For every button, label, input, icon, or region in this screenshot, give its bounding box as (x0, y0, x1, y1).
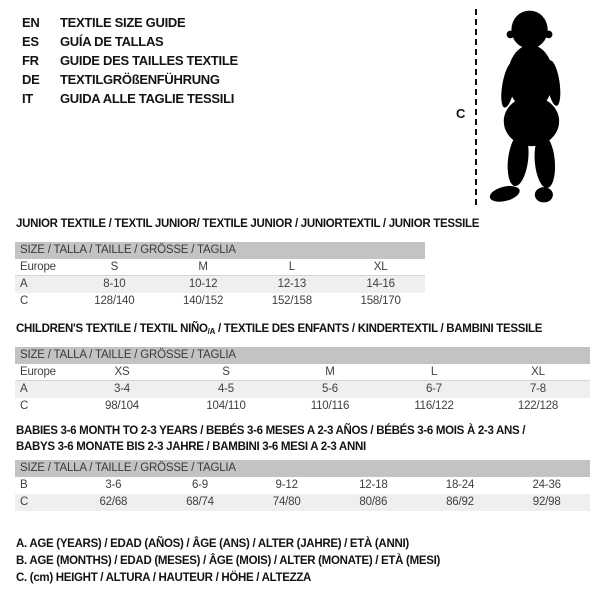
height-measure-label: C (456, 106, 466, 121)
language-code: IT (22, 91, 33, 106)
language-code: FR (22, 53, 39, 68)
age-cell: 5-6 (321, 383, 339, 395)
guide-title-it: GUIDA ALLE TAGLIE TESSILI (60, 91, 235, 106)
row-label: A (20, 383, 28, 395)
table-row: B 3-6 6-9 9-12 12-18 18-24 24-36 (15, 477, 590, 494)
guide-title-fr: GUIDE DES TAILLES TEXTILE (60, 53, 238, 68)
guide-title-de: TEXTILGRÖßENFÜHRUNG (60, 72, 220, 87)
table-row: C 62/68 68/74 74/80 80/86 86/92 92/98 (15, 494, 590, 511)
height-cell: 98/104 (105, 400, 139, 412)
height-cell: 104/110 (206, 400, 246, 412)
legend-row-it: IT GUIDA ALLE TAGLIE TESSILI (22, 89, 238, 108)
size-cell: L (288, 261, 295, 273)
height-cell: 68/74 (186, 496, 214, 508)
size-header-bar: SIZE / TALLA / TAILLE / GRÖSSE / TAGLIA (15, 347, 590, 364)
age-cell: 18-24 (445, 479, 475, 491)
age-cell: 10-12 (188, 278, 218, 290)
table-row: Europe S M L XL (15, 259, 425, 276)
size-cell: S (222, 366, 230, 378)
babies-title-line1: BABIES 3-6 MONTH TO 2-3 YEARS / BEBÉS 3-… (16, 425, 526, 437)
table-row: Europe XS S M L XL (15, 364, 590, 381)
size-cell: S (110, 261, 119, 273)
size-cell: M (325, 366, 335, 378)
height-cell: 116/122 (414, 400, 454, 412)
footnote-a: A. AGE (YEARS) / EDAD (AÑOS) / ÂGE (ANS)… (16, 538, 409, 550)
height-cell: 110/116 (310, 400, 350, 412)
size-cell: XS (114, 366, 130, 378)
legend-row-fr: FR GUIDE DES TAILLES TEXTILE (22, 51, 238, 70)
size-cell: XL (373, 261, 388, 273)
row-label: C (20, 295, 29, 307)
age-cell: 12-18 (359, 479, 388, 491)
legend-row-de: DE TEXTILGRÖßENFÜHRUNG (22, 70, 238, 89)
row-label: C (20, 400, 29, 412)
row-label: Europe (20, 261, 56, 273)
language-code: ES (22, 34, 39, 49)
age-cell: 8-10 (103, 278, 126, 290)
size-cell: XL (531, 366, 545, 378)
children-table-title: CHILDREN'S TEXTILE / TEXTIL NIÑO/A / TEX… (16, 321, 542, 340)
height-cell: 152/158 (271, 295, 312, 307)
legend-row-es: ES GUÍA DE TALLAS (22, 32, 238, 51)
height-cell: 128/140 (94, 295, 135, 307)
age-cell: 24-36 (532, 479, 561, 491)
row-label: Europe (20, 366, 56, 378)
junior-size-table: SIZE / TALLA / TAILLE / GRÖSSE / TAGLIA … (15, 242, 425, 310)
age-cell: 9-12 (275, 479, 298, 491)
junior-table-title: JUNIOR TEXTILE / TEXTIL JUNIOR/ TEXTILE … (16, 218, 480, 230)
legend-row-en: EN TEXTILE SIZE GUIDE (22, 13, 238, 32)
table-row: A 3-4 4-5 5-6 6-7 7-8 (15, 381, 590, 398)
age-cell: 12-13 (277, 278, 307, 290)
footnote-c: C. (cm) HEIGHT / ALTURA / HAUTEUR / HÖHE… (16, 572, 312, 584)
size-cell: L (430, 366, 438, 378)
height-cell: 158/170 (360, 295, 401, 307)
height-dashed-line-icon (475, 9, 477, 205)
row-label: C (20, 496, 29, 508)
height-cell: 92/98 (532, 496, 561, 508)
height-cell: 86/92 (446, 496, 474, 508)
guide-title-es: GUÍA DE TALLAS (60, 34, 164, 49)
guide-title-en: TEXTILE SIZE GUIDE (60, 15, 186, 30)
size-cell: M (198, 261, 208, 273)
babies-title-line2: BABYS 3-6 MONATE BIS 2-3 JAHRE / BAMBINI… (16, 441, 366, 453)
age-cell: 6-7 (425, 383, 443, 395)
table-row: A 8-10 10-12 12-13 14-16 (15, 276, 425, 293)
height-cell: 62/68 (99, 496, 128, 508)
babies-size-table: SIZE / TALLA / TAILLE / GRÖSSE / TAGLIA … (15, 460, 590, 511)
language-legend: EN TEXTILE SIZE GUIDE ES GUÍA DE TALLAS … (22, 13, 238, 108)
age-cell: 3-6 (105, 479, 122, 491)
children-title-post: / TEXTILE DES ENFANTS / KINDERTEXTIL / B… (215, 323, 543, 335)
height-cell: 74/80 (272, 496, 301, 508)
row-label: A (20, 278, 28, 290)
age-cell: 7-8 (529, 383, 547, 395)
row-label: B (20, 479, 28, 491)
children-title-sub: /A (207, 327, 216, 336)
age-cell: 14-16 (366, 278, 395, 290)
age-cell: 3-4 (113, 383, 131, 395)
age-cell: 4-5 (217, 383, 235, 395)
height-cell: 122/128 (517, 400, 559, 412)
height-cell: 80/86 (359, 496, 388, 508)
language-code: DE (22, 72, 40, 87)
age-cell: 6-9 (191, 479, 208, 491)
table-row: C 98/104 104/110 110/116 116/122 122/128 (15, 398, 590, 415)
footnotes: A. AGE (YEARS) / EDAD (AÑOS) / ÂGE (ANS)… (16, 536, 440, 587)
language-code: EN (22, 15, 40, 30)
size-header-bar: SIZE / TALLA / TAILLE / GRÖSSE / TAGLIA (15, 460, 590, 477)
table-row: C 128/140 140/152 152/158 158/170 (15, 293, 425, 310)
toddler-silhouette-icon (489, 10, 561, 203)
footnote-b: B. AGE (MONTHS) / EDAD (MESES) / ÂGE (MO… (16, 555, 441, 567)
height-cell: 140/152 (183, 295, 224, 307)
children-size-table: SIZE / TALLA / TAILLE / GRÖSSE / TAGLIA … (15, 347, 590, 415)
babies-table-title: BABIES 3-6 MONTH TO 2-3 YEARS / BEBÉS 3-… (16, 423, 526, 455)
size-header-bar: SIZE / TALLA / TAILLE / GRÖSSE / TAGLIA (15, 242, 425, 259)
children-title-pre: CHILDREN'S TEXTILE / TEXTIL NIÑO (16, 323, 208, 335)
